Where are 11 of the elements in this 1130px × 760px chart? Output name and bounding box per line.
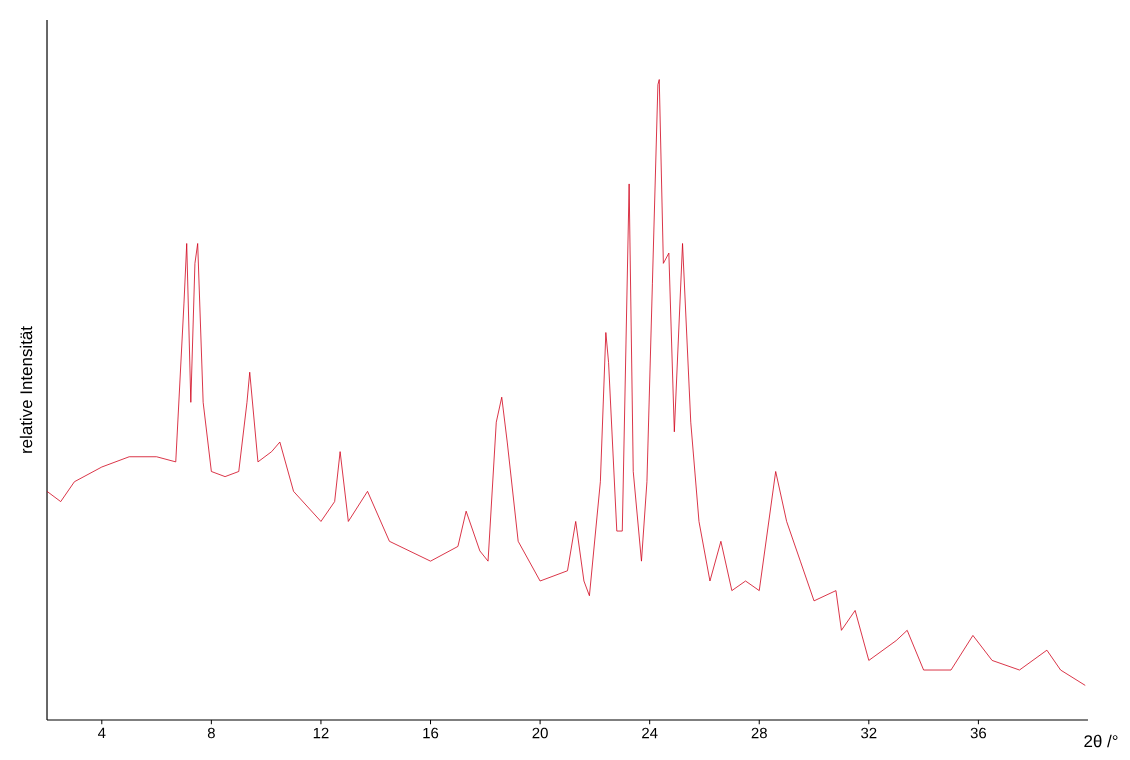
x-tick-label: 20	[532, 727, 548, 739]
x-tick-label: 32	[861, 727, 877, 739]
x-tick-label: 12	[313, 727, 329, 739]
y-axis-title: relative Intensität	[19, 326, 33, 453]
x-tick-label: 8	[207, 727, 215, 739]
x-tick-label: 36	[970, 727, 987, 739]
x-tick-label: 24	[642, 727, 658, 739]
x-tick-label: 4	[97, 727, 106, 739]
x-axis-title: 2θ /°	[1084, 734, 1118, 748]
x-tick-label: 28	[751, 727, 767, 739]
x-tick-label: 16	[423, 727, 439, 739]
